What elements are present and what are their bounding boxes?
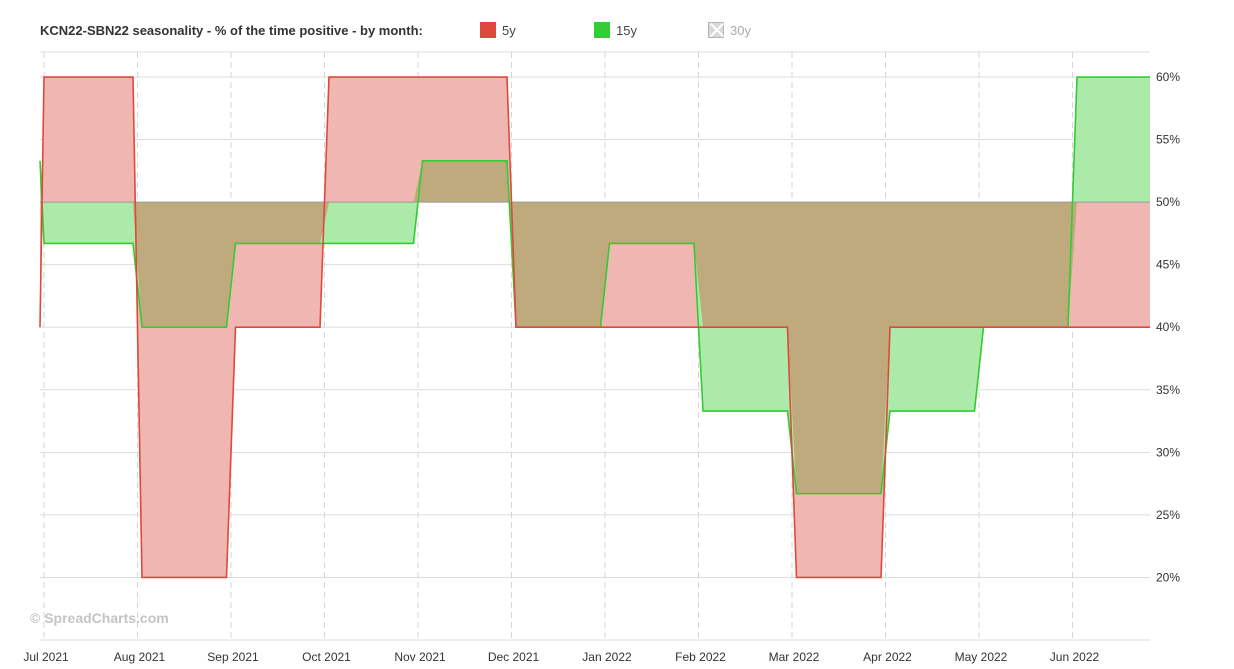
legend-label-30y: 30y	[730, 22, 751, 38]
legend-swatch-5y	[480, 22, 496, 38]
legend-label-15y: 15y	[616, 22, 637, 38]
legend-label-5y: 5y	[502, 22, 516, 38]
y-tick-label: 20%	[1156, 570, 1180, 584]
x-tick-label: Jan 2022	[582, 650, 632, 664]
legend-swatch-30y-disabled-icon	[708, 22, 724, 38]
y-tick-label: 40%	[1156, 320, 1180, 334]
x-tick-label: Aug 2021	[114, 650, 166, 664]
y-tick-label: 60%	[1156, 70, 1180, 84]
x-tick-label: Jun 2022	[1050, 650, 1100, 664]
y-tick-label: 35%	[1156, 383, 1180, 397]
x-tick-label: Oct 2021	[302, 650, 351, 664]
legend-item-5y[interactable]: 5y	[480, 20, 516, 40]
x-tick-label: Dec 2021	[488, 650, 540, 664]
chart-header: KCN22-SBN22 seasonality - % of the time …	[40, 20, 423, 40]
x-tick-label: Sep 2021	[207, 650, 259, 664]
y-tick-label: 50%	[1156, 195, 1180, 209]
x-tick-label: May 2022	[955, 650, 1008, 664]
x-tick-label: Apr 2022	[863, 650, 912, 664]
legend-item-30y[interactable]: 30y	[708, 20, 751, 40]
x-tick-label: Mar 2022	[769, 650, 820, 664]
x-tick-label: Feb 2022	[675, 650, 726, 664]
x-tick-label: Jul 2021	[23, 650, 69, 664]
y-tick-label: 25%	[1156, 508, 1180, 522]
y-tick-label: 30%	[1156, 445, 1180, 459]
chart-title: KCN22-SBN22 seasonality - % of the time …	[40, 22, 423, 38]
watermark: © SpreadCharts.com	[30, 610, 169, 626]
x-tick-label: Nov 2021	[394, 650, 446, 664]
legend-item-15y[interactable]: 15y	[594, 20, 637, 40]
y-tick-label: 45%	[1156, 258, 1180, 272]
legend-swatch-15y	[594, 22, 610, 38]
y-tick-label: 55%	[1156, 133, 1180, 147]
line-5y	[39, 76, 1150, 579]
